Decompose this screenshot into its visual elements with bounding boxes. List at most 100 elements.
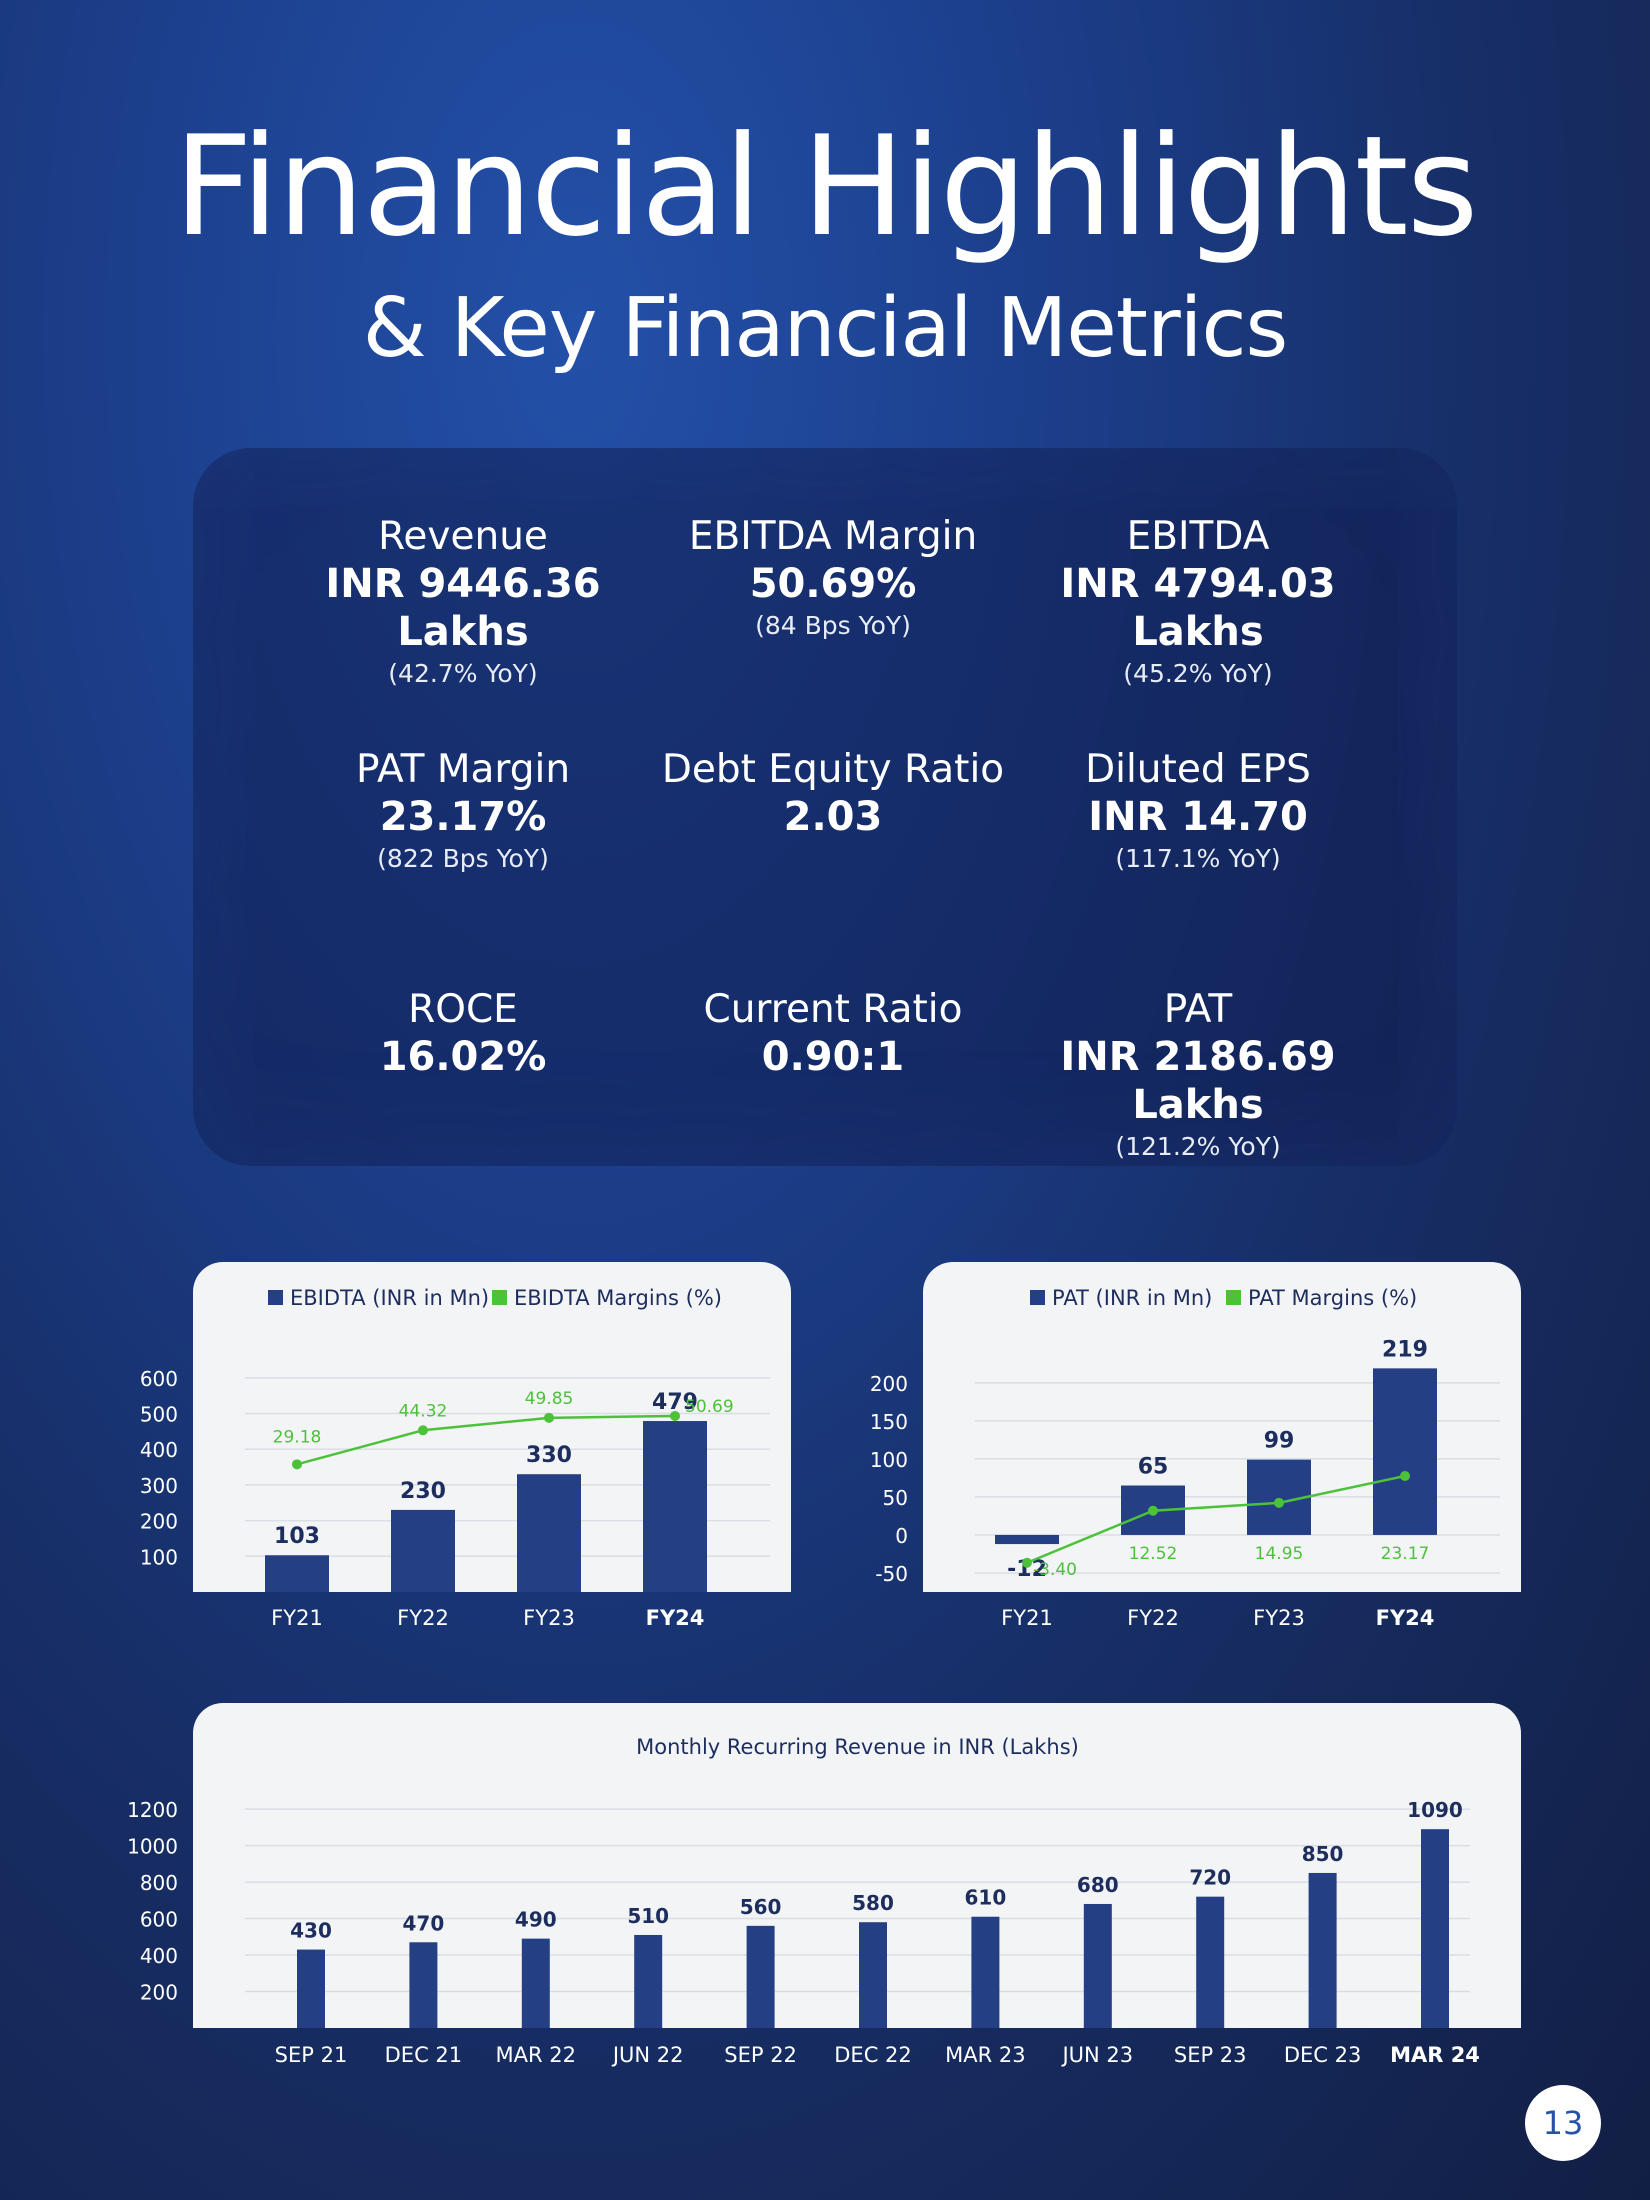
y-tick-label: 500	[140, 1403, 178, 1427]
metrics-panel	[193, 448, 1457, 1166]
y-tick-label: 100	[140, 1545, 178, 1569]
metric-debt-equity: Debt Equity Ratio 2.03	[633, 747, 1033, 841]
x-tick-label: JUN 23	[1060, 2043, 1133, 2067]
bar	[1083, 1903, 1112, 2028]
x-tick-label: JUN 22	[611, 2043, 684, 2067]
metric-label: Revenue	[378, 514, 548, 559]
metric-ebitda: EBITDA INR 4794.03 Lakhs (45.2% YoY)	[998, 514, 1398, 691]
margin-value-label: 50.69	[685, 1397, 734, 1417]
metric-yoy: (117.1% YoY)	[1115, 843, 1281, 873]
margin-point	[292, 1459, 302, 1470]
metric-yoy: (121.2% YoY)	[1115, 1131, 1281, 1161]
chart-title: Monthly Recurring Revenue in INR (Lakhs)	[636, 1735, 1079, 1759]
y-tick-label: 200	[870, 1372, 908, 1396]
margin-point	[418, 1425, 428, 1436]
metric-yoy: (84 Bps YoY)	[755, 610, 911, 640]
bar	[297, 1949, 325, 2028]
legend-label: EBIDTA Margins (%)	[514, 1286, 722, 1310]
metric-label: Debt Equity Ratio	[661, 747, 1005, 792]
x-tick-label: MAR 24	[1390, 2043, 1480, 2067]
bar-value-label: 580	[852, 1891, 894, 1915]
margin-point	[1400, 1470, 1410, 1481]
x-tick-label: SEP 22	[724, 2043, 797, 2067]
bar-value-label: 560	[740, 1895, 782, 1919]
legend-swatch	[1030, 1290, 1045, 1305]
bar	[1421, 1829, 1449, 2028]
margin-point	[670, 1410, 680, 1421]
metric-value: 0.90:1	[761, 1033, 905, 1080]
x-tick-label: FY23	[523, 1606, 575, 1630]
x-tick-label: DEC 21	[385, 2043, 463, 2067]
margin-point	[1148, 1505, 1158, 1516]
bar-value-label: 610	[965, 1886, 1007, 1910]
x-tick-label: FY24	[646, 1606, 705, 1630]
y-tick-label: 1000	[127, 1835, 178, 1859]
y-tick-label: 1200	[127, 1798, 178, 1822]
bar	[746, 1925, 775, 2028]
bar	[1308, 1872, 1337, 2028]
margin-value-label: 29.18	[273, 1427, 322, 1447]
metric-value: INR 4794.03 Lakhs	[1060, 560, 1336, 655]
y-tick-label: 0	[895, 1524, 908, 1548]
page-number: 13	[1525, 2085, 1601, 2161]
bar-value-label: 430	[290, 1919, 332, 1943]
metric-value: 50.69%	[749, 560, 917, 607]
margin-point	[1274, 1497, 1284, 1508]
page-title: Financial Highlights	[173, 106, 1478, 267]
metric-pat: PAT INR 2186.69 Lakhs (121.2% YoY)	[998, 987, 1398, 1164]
metric-yoy: (45.2% YoY)	[1123, 658, 1273, 688]
y-tick-label: 800	[140, 1871, 178, 1895]
bar-value-label: 850	[1302, 1842, 1344, 1866]
bar	[1373, 1368, 1437, 1535]
bar-value-label: 479	[652, 1390, 698, 1415]
metric-label: EBITDA	[1126, 514, 1270, 559]
margin-value-label: 49.85	[525, 1389, 574, 1409]
metric-label: ROCE	[408, 987, 518, 1032]
bar-value-label: 219	[1382, 1337, 1428, 1362]
bar-value-label: 330	[526, 1443, 572, 1468]
margin-line	[296, 1414, 676, 1466]
metric-diluted-eps: Diluted EPS INR 14.70 (117.1% YoY)	[998, 747, 1398, 876]
metric-label: Current Ratio	[703, 987, 963, 1032]
legend-label: PAT Margins (%)	[1248, 1286, 1417, 1310]
metric-value: INR 9446.36 Lakhs	[325, 560, 601, 655]
legend-swatch	[492, 1290, 507, 1305]
bar	[517, 1474, 581, 1592]
metric-roce: ROCE 16.02%	[263, 987, 663, 1081]
x-tick-label: SEP 23	[1174, 2043, 1247, 2067]
bar	[265, 1555, 329, 1592]
x-tick-label: MAR 23	[945, 2043, 1025, 2067]
metric-value: INR 14.70	[1088, 793, 1308, 840]
bar	[409, 1942, 438, 2028]
y-tick-label: 600	[140, 1908, 178, 1932]
bar	[634, 1934, 663, 2028]
metric-yoy: (42.7% YoY)	[388, 658, 538, 688]
legend-label: EBIDTA (INR in Mn)	[290, 1286, 489, 1310]
bar-value-label: 510	[627, 1904, 669, 1928]
x-tick-label: FY21	[1001, 1606, 1053, 1630]
margin-value-label: 44.32	[399, 1401, 448, 1421]
y-tick-label: 200	[140, 1981, 178, 2005]
x-tick-label: FY22	[1127, 1606, 1179, 1630]
metric-ebitda-margin: EBITDA Margin 50.69% (84 Bps YoY)	[633, 514, 1033, 643]
x-tick-label: SEP 21	[275, 2043, 348, 2067]
bar-value-label: 720	[1189, 1866, 1231, 1890]
bar-value-label: 680	[1077, 1873, 1119, 1897]
y-tick-label: -50	[875, 1562, 908, 1586]
metric-value: 23.17%	[379, 793, 547, 840]
margin-value-label: -3.40	[1033, 1560, 1077, 1580]
metric-label: PAT	[1163, 987, 1233, 1032]
metric-yoy: (822 Bps YoY)	[377, 843, 549, 873]
x-tick-label: DEC 23	[1284, 2043, 1362, 2067]
metric-revenue: Revenue INR 9446.36 Lakhs (42.7% YoY)	[263, 514, 663, 691]
bar-value-label: 65	[1138, 1455, 1169, 1480]
margin-value-label: 23.17	[1381, 1544, 1430, 1564]
margin-value-label: 14.95	[1255, 1544, 1304, 1564]
legend-swatch	[268, 1290, 283, 1305]
metric-pat-margin: PAT Margin 23.17% (822 Bps YoY)	[263, 747, 663, 876]
y-tick-label: 600	[140, 1367, 178, 1391]
metric-label: PAT Margin	[355, 747, 571, 792]
metric-value: 2.03	[783, 793, 883, 840]
y-tick-label: 300	[140, 1474, 178, 1498]
bar	[643, 1421, 707, 1592]
